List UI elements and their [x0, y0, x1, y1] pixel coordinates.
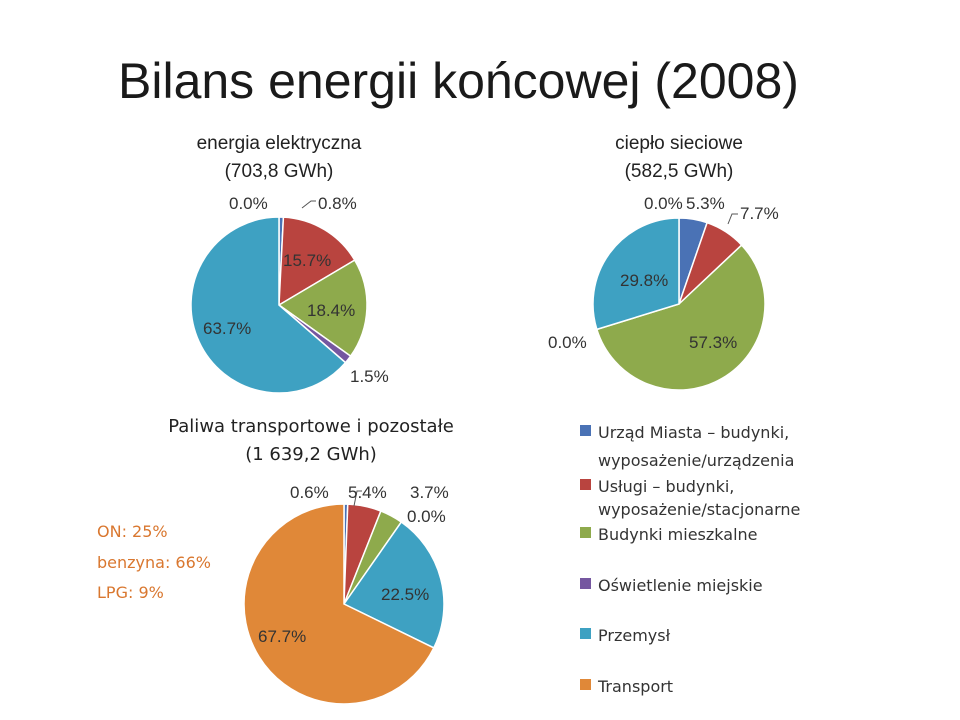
legend: Urząd Miasta – budynki, wyposażenie/urzą…: [580, 423, 800, 696]
legend-swatch-1: [580, 479, 591, 490]
legend-swatch-2: [580, 527, 591, 538]
legend-swatch-5: [580, 679, 591, 690]
pie1-leader-line: [301, 200, 316, 209]
legend-swatch-3: [580, 578, 591, 589]
pie2-leader-line: [727, 213, 738, 225]
pie3-label-5: 67.7%: [258, 627, 306, 646]
pie1-title-line2: (703,8 GWh): [225, 161, 334, 182]
legend-label-1-line1: Usługi – budynki,: [598, 477, 734, 496]
slide-title: Bilans energii końcowej (2008): [118, 53, 799, 109]
pie3-slice-4: [342, 520, 445, 649]
pie-chart-transport-fuels: Paliwa transportowe i pozostałe (1 639,2…: [168, 416, 454, 705]
pie2-label-2: 57.3%: [689, 333, 737, 352]
legend-swatch-4: [580, 628, 591, 639]
pie-chart-electricity: energia elektryczna (703,8 GWh) 0.8% 0.0…: [190, 133, 389, 394]
pie2-label-1: 7.7%: [740, 204, 779, 223]
pie1-title-line1: energia elektryczna: [197, 133, 362, 154]
pie2-title-line1: ciepło sieciowe: [615, 133, 743, 154]
pie1-label-5: 0.0%: [229, 194, 268, 213]
pie2-label-0: 5.3%: [686, 194, 725, 213]
pie3-label-1: 5.4%: [348, 483, 387, 502]
pie3-label-2: 3.7%: [410, 483, 449, 502]
legend-label-0-line1: Urząd Miasta – budynki,: [598, 423, 789, 442]
fuel-shares: ON: 25% benzyna: 66% LPG: 9%: [97, 522, 211, 602]
pie2-label-3: 0.0%: [644, 194, 683, 213]
pie3-leader-line: [353, 490, 362, 507]
legend-label-0-line2: wyposażenie/urządzenia: [598, 451, 794, 470]
pie3-slices: [243, 503, 445, 705]
pie1-slices: [190, 216, 368, 394]
pie2-slices: [592, 217, 766, 391]
pie3-slice-5: [243, 503, 435, 705]
legend-swatch-0: [580, 425, 591, 436]
fuel-share-on: ON: 25%: [97, 522, 168, 541]
pie1-label-0: 0.8%: [318, 194, 357, 213]
pie2-slice-4: [592, 217, 680, 331]
pie1-slice-4: [190, 216, 347, 394]
pie2-label-4: 29.8%: [620, 271, 668, 290]
legend-label-2: Budynki mieszkalne: [598, 525, 758, 544]
pie1-label-3: 1.5%: [350, 367, 389, 386]
pie3-label-4: 22.5%: [381, 585, 429, 604]
legend-label-5: Transport: [597, 677, 673, 696]
legend-label-3: Oświetlenie miejskie: [598, 576, 763, 595]
pie2-slice-2: [595, 244, 766, 391]
pie2-title-line2: (582,5 GWh): [625, 161, 734, 182]
pie3-label-0: 0.6%: [290, 483, 329, 502]
pie1-slice-2: [277, 259, 368, 358]
legend-label-4: Przemysł: [598, 626, 671, 645]
pie-chart-district-heat: ciepło sieciowe (582,5 GWh) 0.0% 5.3% 7.…: [548, 133, 779, 391]
pie3-label-3: 0.0%: [407, 507, 446, 526]
pie1-label-4: 63.7%: [203, 319, 251, 338]
pie2-label-5: 0.0%: [548, 333, 587, 352]
fuel-share-lpg: LPG: 9%: [97, 583, 164, 602]
pie1-label-1: 15.7%: [283, 251, 331, 270]
pie3-title-line1: Paliwa transportowe i pozostałe: [168, 416, 454, 437]
legend-label-1-line2: wyposażenie/stacjonarne: [598, 500, 800, 519]
pie1-label-2: 18.4%: [307, 301, 355, 320]
pie1-slice-1: [278, 216, 356, 307]
pie3-title-line2: (1 639,2 GWh): [245, 444, 377, 465]
fuel-share-benzyna: benzyna: 66%: [97, 553, 211, 572]
